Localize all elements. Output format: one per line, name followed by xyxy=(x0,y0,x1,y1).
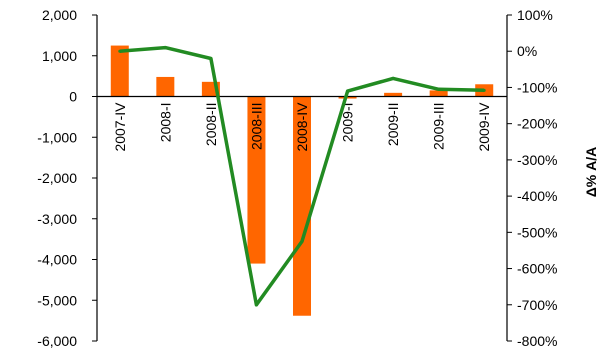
left-tick-label: -2,000 xyxy=(37,170,77,186)
category-label: 2009-IV xyxy=(476,102,492,152)
right-tick-label: -400% xyxy=(517,188,557,204)
line-point-2008-I xyxy=(163,46,167,50)
line-point-2008-III xyxy=(254,303,258,307)
right-tick-label: -500% xyxy=(517,224,557,240)
line-point-2007-IV xyxy=(118,49,122,53)
category-label: 2009-I xyxy=(340,103,356,143)
category-label: 2008-III xyxy=(248,103,264,150)
line-series xyxy=(118,45,486,307)
right-tick-label: -300% xyxy=(517,152,557,168)
right-tick-label: 100% xyxy=(517,7,553,23)
line-point-2008-IV xyxy=(300,239,304,243)
right-tick-label: 0% xyxy=(517,43,537,59)
category-label: 2008-IV xyxy=(294,102,310,152)
category-label: 2008-I xyxy=(157,103,173,143)
right-tick-label: -100% xyxy=(517,79,557,95)
right-tick-label: -600% xyxy=(517,261,557,277)
right-axis-ticks: 100% 0% -100% -200% -300% -400% -500% -600% -700… xyxy=(507,7,557,349)
left-tick-label: -1,000 xyxy=(37,129,77,145)
category-labels: 2007-IV 2008-I 2008-II 2008-III 2008-IV 2009-… xyxy=(112,102,492,152)
left-tick-label: -6,000 xyxy=(37,333,77,349)
category-label: 2009-II xyxy=(385,103,401,147)
right-axis-title: Δ% A/A xyxy=(583,147,599,198)
category-label: 2008-II xyxy=(203,103,219,147)
line-point-2008-II xyxy=(209,56,213,60)
bar-2009-III xyxy=(429,90,448,97)
left-tick-label: -5,000 xyxy=(37,292,77,308)
right-tick-label: -800% xyxy=(517,333,557,349)
left-axis-ticks: 2,000 1,000 0 -1,000 -2,000 -3,000 -4,000 -5,00… xyxy=(37,7,97,349)
line-point-2009-II xyxy=(391,76,395,80)
bar-2009-II xyxy=(384,92,403,97)
bar-2008-III xyxy=(247,96,266,264)
bar-2007-IV xyxy=(110,45,129,97)
bar-2008-I xyxy=(156,76,175,97)
left-tick-label: 2,000 xyxy=(42,7,77,23)
left-tick-label: -3,000 xyxy=(37,211,77,227)
right-tick-label: -200% xyxy=(517,116,557,132)
line-point-2009-III xyxy=(437,87,441,91)
line-point-2009-I xyxy=(346,89,350,93)
left-tick-label: 0 xyxy=(69,89,77,105)
left-tick-label: 1,000 xyxy=(42,48,77,64)
bar-series xyxy=(110,45,494,316)
bar-2009-I xyxy=(338,96,357,99)
bar-2008-IV xyxy=(293,96,311,316)
line-point-2009-IV xyxy=(482,88,486,92)
category-label: 2009-III xyxy=(431,103,447,150)
right-tick-label: -700% xyxy=(517,297,557,313)
left-tick-label: -4,000 xyxy=(37,252,77,268)
category-label: 2007-IV xyxy=(112,102,128,152)
